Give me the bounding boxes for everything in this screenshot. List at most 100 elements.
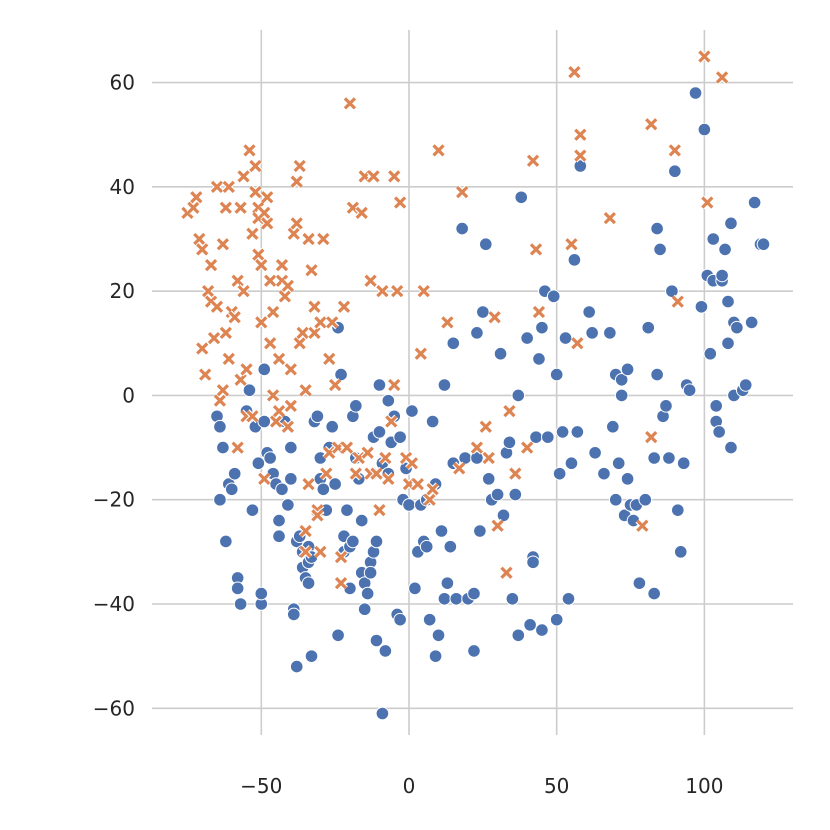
scatter-point-circle: [611, 456, 626, 471]
scatter-point-x: [431, 143, 446, 158]
scatter-point-x: [218, 325, 233, 340]
scatter-point-circle: [673, 545, 688, 559]
scatter-point-x: [470, 440, 484, 455]
scatter-point-circle: [467, 586, 481, 601]
y-tick-label: −60: [93, 696, 135, 720]
scatter-point-x: [564, 237, 579, 252]
scatter-point-x: [230, 273, 245, 288]
scatter-point-circle: [614, 388, 629, 403]
scatter-point-x: [529, 242, 543, 257]
scatter-point-circle: [511, 388, 526, 403]
scatter-point-circle: [272, 529, 286, 544]
scatter-point-x: [233, 372, 248, 387]
scatter-point-circle: [328, 477, 342, 491]
scatter-point-circle: [254, 586, 269, 601]
scatter-point-circle: [744, 315, 759, 330]
scatter-point-x: [272, 404, 286, 418]
scatter-point-x: [715, 70, 730, 85]
scatter-point-circle: [532, 352, 546, 366]
scatter-point-x: [251, 247, 266, 262]
scatter-point-circle: [597, 466, 611, 481]
scatter-point-circle: [431, 628, 446, 643]
scatter-point-circle: [662, 451, 676, 465]
scatter-point-circle: [375, 706, 390, 721]
scatter-point-circle: [284, 440, 298, 455]
scatter-point-x: [215, 237, 230, 252]
scatter-point-circle: [650, 221, 664, 236]
scatter-point-circle: [724, 216, 738, 231]
scatter-point-x: [328, 378, 343, 392]
scatter-point-circle: [476, 305, 490, 319]
scatter-point-circle: [425, 414, 440, 429]
scatter-point-circle: [257, 362, 272, 377]
scatter-point-x: [310, 508, 325, 523]
scatter-point-circle: [473, 524, 487, 538]
scatter-point-circle: [694, 299, 709, 314]
scatter-point-x: [254, 315, 269, 330]
scatter-point-circle: [272, 513, 286, 528]
scatter-point-circle: [458, 451, 472, 465]
scatter-point-circle: [422, 612, 437, 627]
scatter-point-circle: [470, 451, 484, 465]
scatter-point-circle: [659, 399, 673, 413]
scatter-point-circle: [402, 498, 416, 512]
scatter-point-circle: [437, 378, 452, 392]
scatter-point-x: [192, 232, 207, 246]
scatter-point-circle: [709, 399, 723, 413]
scatter-point-circle: [233, 597, 248, 611]
scatter-point-circle: [511, 628, 526, 643]
scatter-point-circle: [715, 268, 729, 283]
scatter-point-x: [221, 179, 236, 194]
scatter-point-circle: [360, 586, 375, 601]
scatter-point-x: [195, 242, 210, 257]
scatter-point-x: [207, 331, 221, 345]
scatter-point-circle: [490, 487, 505, 502]
scatter-point-circle: [446, 336, 461, 351]
scatter-point-circle: [378, 644, 393, 658]
scatter-point-circle: [219, 534, 233, 549]
scatter-point-x: [266, 388, 281, 403]
scatter-point-circle: [245, 503, 260, 517]
scatter-point-circle: [668, 164, 682, 179]
scatter-point-circle: [304, 649, 319, 663]
y-tick-label: 40: [110, 175, 135, 199]
scatter-point-x: [667, 143, 682, 158]
scatter-point-circle: [381, 393, 396, 408]
scatter-point-circle: [747, 195, 762, 210]
scatter-point-circle: [564, 456, 579, 471]
scatter-point-circle: [449, 591, 464, 606]
scatter-point-circle: [505, 591, 520, 606]
scatter-point-x: [567, 65, 582, 80]
scatter-point-circle: [470, 326, 484, 340]
scatter-point-circle: [606, 419, 620, 434]
scatter-point-circle: [478, 237, 493, 252]
scatter-point-x: [425, 482, 440, 497]
y-tick-label: 0: [122, 383, 135, 407]
scatter-point-x: [413, 346, 428, 361]
scatter-point-x: [378, 451, 393, 465]
scatter-point-circle: [549, 367, 564, 382]
scatter-point-circle: [242, 383, 257, 398]
scatter-point-circle: [570, 425, 585, 439]
scatter-point-x: [292, 336, 307, 351]
scatter-point-circle: [756, 237, 771, 252]
scatter-point-circle: [502, 435, 517, 450]
scatter-point-x: [422, 492, 437, 507]
scatter-point-x: [700, 195, 715, 210]
scatter-point-x: [198, 367, 213, 382]
scatter-point-circle: [558, 331, 573, 345]
scatter-point-x: [248, 185, 263, 199]
scatter-point-x: [280, 279, 295, 293]
scatter-point-x: [269, 414, 283, 429]
scatter-point-x: [289, 174, 304, 189]
scatter-point-circle: [349, 399, 363, 413]
scatter-point-circle: [721, 336, 735, 351]
scatter-point-x: [298, 383, 313, 398]
scatter-point-circle: [493, 346, 508, 361]
scatter-point-x: [286, 226, 301, 241]
scatter-point-x: [278, 289, 292, 304]
scatter-point-circle: [275, 482, 289, 497]
scatter-point-x: [233, 200, 248, 215]
x-tick-label: 0: [403, 774, 416, 798]
scatter-point-x: [245, 409, 260, 424]
